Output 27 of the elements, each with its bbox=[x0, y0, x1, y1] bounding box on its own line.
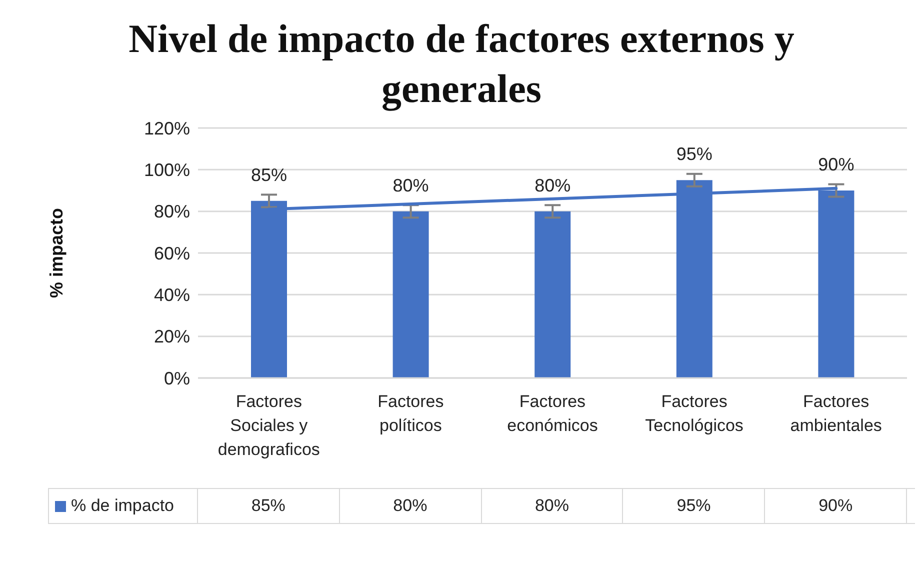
y-tick-label: 100% bbox=[144, 160, 190, 180]
x-tick-label: Factores ambientales bbox=[789, 391, 883, 437]
y-tick-label: 0% bbox=[164, 368, 190, 388]
legend-label: % de impacto bbox=[71, 496, 174, 516]
y-tick-label: 40% bbox=[154, 285, 190, 306]
data-label: 80% bbox=[340, 489, 482, 523]
text: 90% bbox=[818, 154, 854, 174]
chart-title: Nivel de impacto de factores externos y generales bbox=[128, 15, 796, 113]
text: 80% bbox=[534, 175, 571, 196]
data-label: 90% bbox=[765, 489, 907, 523]
text: 80% bbox=[392, 175, 429, 196]
text: 95% bbox=[676, 144, 712, 164]
y-tick-label: 20% bbox=[154, 326, 190, 347]
x-tick-label: Factores económicos bbox=[506, 391, 599, 437]
x-tick-label: Factores Tecnológicos bbox=[644, 391, 744, 437]
y-axis-title: % impacto bbox=[46, 208, 66, 298]
data-label: 85% bbox=[198, 489, 340, 523]
y-tick-label: 80% bbox=[154, 202, 190, 222]
x-tick-label: Factores Sociales y demograficos bbox=[216, 391, 321, 461]
y-tick-label: 60% bbox=[154, 243, 190, 264]
data-label: 80% bbox=[482, 489, 624, 523]
bar bbox=[534, 211, 571, 378]
x-tick-label: Factores políticos bbox=[376, 391, 445, 437]
y-tick-label: 120% bbox=[144, 118, 190, 138]
data-label: 95% bbox=[623, 489, 766, 523]
text: 85% bbox=[250, 164, 288, 185]
bar bbox=[392, 211, 429, 378]
